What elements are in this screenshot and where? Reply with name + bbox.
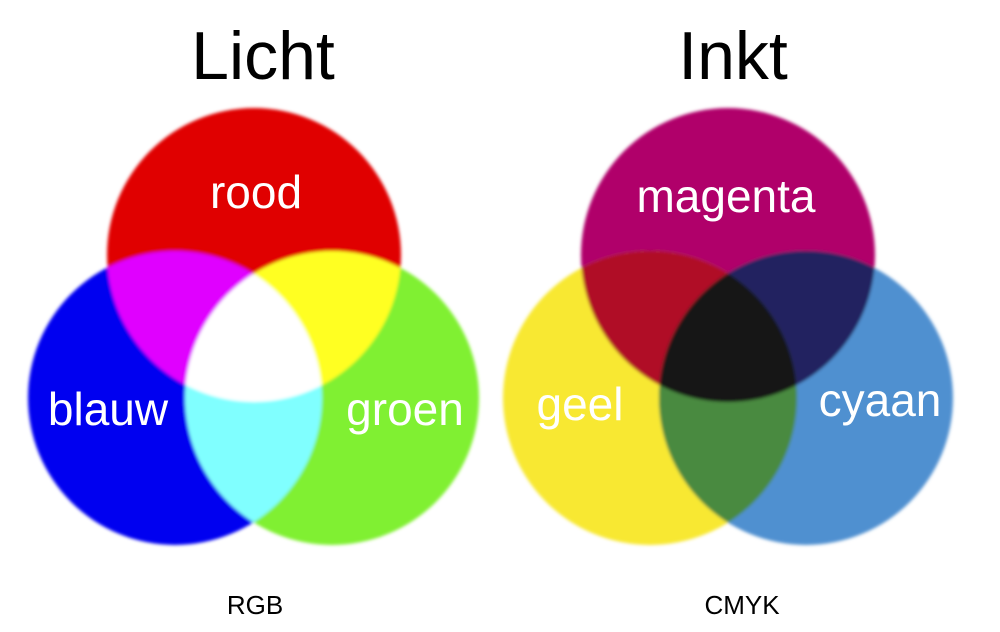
yellow-circle-label: geel [537, 378, 624, 430]
magenta-circle-label: magenta [636, 170, 815, 222]
red-circle-label: rood [210, 166, 302, 218]
green-circle-label: groen [346, 383, 464, 435]
light-panel-caption: RGB [226, 590, 284, 620]
cmyk-venn [503, 108, 953, 545]
rgb-center-overlap [185, 251, 322, 402]
blue-circle-label: blauw [48, 383, 169, 435]
ink-panel-title: Inkt [678, 18, 788, 94]
ink-panel-caption: CMYK [704, 590, 780, 620]
light-panel-title: Licht [191, 18, 335, 94]
cyan-circle-label: cyaan [819, 374, 942, 426]
cmyk-center-overlap [659, 251, 797, 402]
rgb-venn [28, 108, 479, 545]
